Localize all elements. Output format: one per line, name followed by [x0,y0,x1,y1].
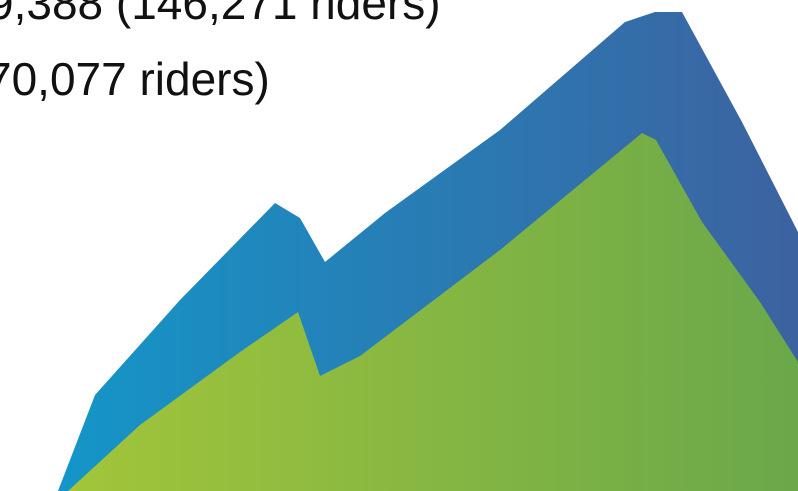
slide: 9,388 (146,271 riders) 70,077 riders) ((… [0,0,798,491]
caption-line: 70,077 riders) [0,56,270,102]
caption-line: 9,388 (146,271 riders) [0,0,441,26]
